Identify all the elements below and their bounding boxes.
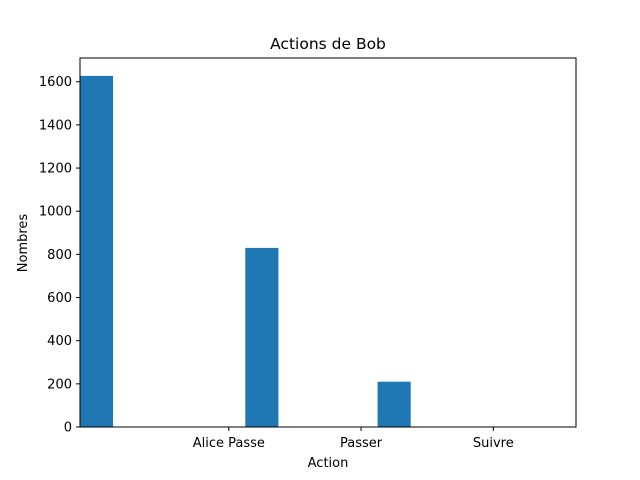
y-axis-label: Nombres [16,214,31,273]
y-tick-label: 200 [47,377,72,392]
y-tick-label: 1600 [39,75,72,90]
bars-group [80,75,411,428]
y-tick-label: 400 [47,334,72,349]
y-axis-ticks: 0 200 400 600 800 1000 1200 1400 1600 [39,75,80,436]
bar-1 [245,247,279,427]
y-tick-label: 1000 [39,205,72,220]
x-axis-label: Action [308,456,349,471]
y-tick-label: 800 [47,248,72,263]
x-tick-label: Suivre [473,436,514,451]
y-tick-label: 0 [64,421,72,436]
bar-0 [80,75,114,428]
chart-title: Actions de Bob [270,35,386,53]
y-tick-label: 1200 [39,162,72,177]
bar-2 [377,381,411,427]
y-tick-label: 1400 [39,118,72,133]
x-tick-label: Alice Passe [193,436,265,451]
plot-frame [79,57,577,428]
y-tick-label: 600 [47,291,72,306]
x-axis-ticks: Alice Passe Passer Suivre [193,427,514,451]
x-tick-label: Passer [340,436,383,451]
